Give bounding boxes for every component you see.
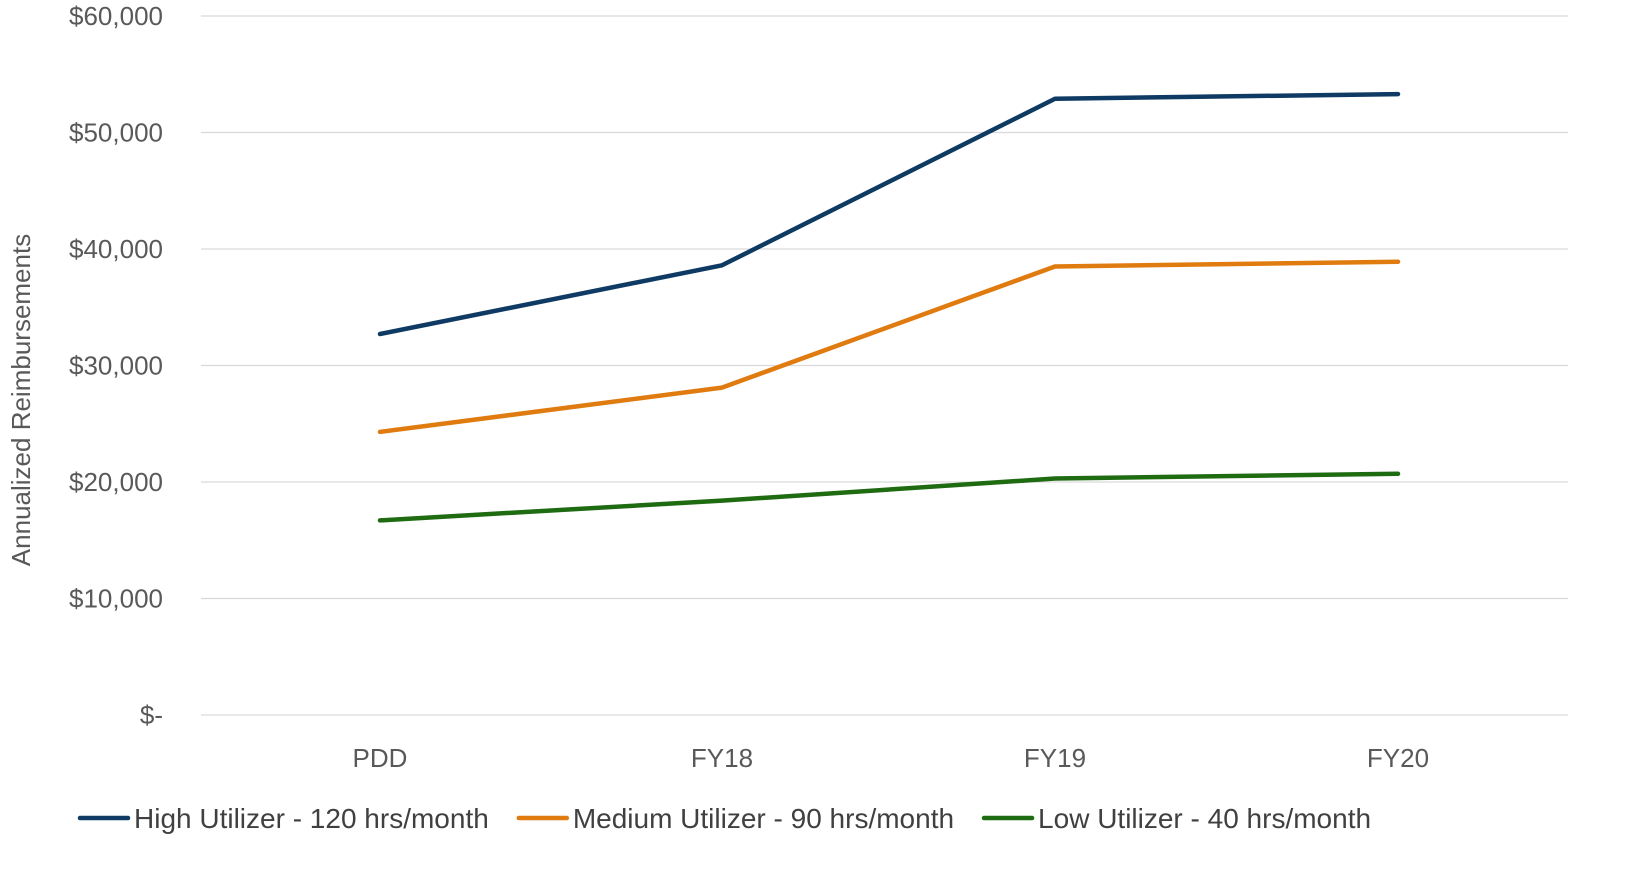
x-tick-label: FY18	[691, 743, 753, 773]
y-tick-label: $20,000	[69, 467, 163, 497]
series-line-1	[377, 91, 1401, 337]
x-axis-ticks: PDD FY18 FY19 FY20	[353, 743, 1430, 773]
legend-label-2: Medium Utilizer - 90 hrs/month	[573, 803, 954, 834]
y-tick-label: $-	[140, 700, 163, 730]
y-axis-title: Annualized Reimbursements	[6, 234, 36, 566]
y-tick-label: $40,000	[69, 234, 163, 264]
series-lines	[377, 91, 1401, 523]
gridlines	[201, 15, 1568, 716]
legend-label-1: High Utilizer - 120 hrs/month	[134, 803, 489, 834]
series-line-2	[377, 259, 1401, 435]
x-tick-label: FY19	[1024, 743, 1086, 773]
series-line-3	[377, 471, 1401, 523]
y-tick-label: $10,000	[69, 584, 163, 614]
x-tick-label: PDD	[353, 743, 408, 773]
legend: High Utilizer - 120 hrs/month Medium Util…	[77, 803, 1371, 834]
y-axis-ticks: $- $10,000 $20,000 $30,000 $40,000 $50,000 $60…	[69, 1, 163, 730]
x-tick-label: FY20	[1367, 743, 1429, 773]
y-tick-label: $50,000	[69, 118, 163, 148]
y-tick-label: $30,000	[69, 351, 163, 381]
legend-label-3: Low Utilizer - 40 hrs/month	[1038, 803, 1371, 834]
y-tick-label: $60,000	[69, 1, 163, 31]
